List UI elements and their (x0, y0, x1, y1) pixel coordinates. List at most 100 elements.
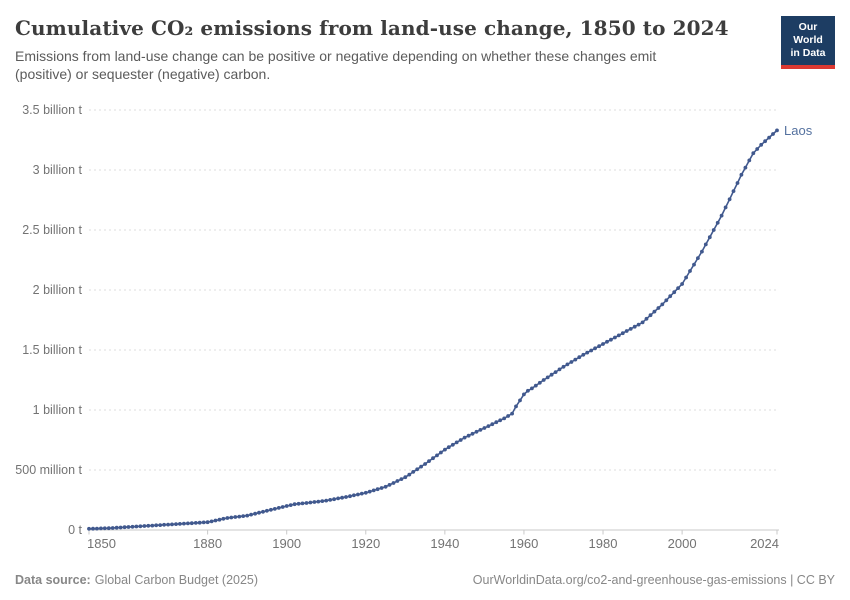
data-point (526, 388, 530, 393)
data-point (537, 380, 542, 385)
data-point (395, 479, 400, 483)
data-point (399, 477, 404, 481)
data-point (269, 507, 273, 512)
data-point (265, 508, 269, 513)
data-point (383, 484, 388, 489)
data-point (158, 523, 163, 527)
data-point (182, 521, 186, 526)
data-point (628, 327, 633, 331)
data-point (150, 523, 155, 528)
data-point (664, 298, 669, 303)
data-point (668, 294, 673, 299)
data-point (162, 522, 167, 527)
data-point (462, 435, 467, 440)
y-tick-label: 0 t (68, 523, 82, 537)
owid-logo[interactable]: Our World in Data (781, 16, 835, 70)
data-point (241, 514, 246, 518)
data-point (253, 511, 257, 516)
data-point (363, 490, 368, 495)
data-point (375, 487, 380, 492)
data-point (320, 499, 325, 503)
chart-title: Cumulative CO₂ emissions from land-use c… (15, 16, 729, 40)
data-point (174, 522, 178, 526)
x-tick-label: 2000 (668, 536, 697, 551)
data-point (379, 486, 384, 490)
data-point (545, 375, 550, 380)
data-point (352, 493, 356, 498)
data-point (680, 282, 684, 286)
x-tick-label: 1940 (430, 536, 459, 551)
y-axis-labels: 0 t 500 million t 1 billion t 1.5 billion t… (15, 103, 82, 537)
data-point (763, 139, 767, 144)
y-tick-label: 3.5 billion t (22, 103, 82, 117)
data-point (95, 526, 99, 531)
data-point (178, 522, 182, 526)
credit-link[interactable]: OurWorldinData.org/co2-and-greenhouse-ga… (472, 573, 835, 587)
data-point (557, 367, 562, 372)
series-end-label-laos[interactable]: Laos (784, 123, 813, 138)
data-point (296, 501, 301, 506)
data-point (280, 505, 285, 509)
data-point (332, 497, 336, 502)
data-point (308, 500, 313, 505)
data-point (118, 525, 123, 530)
data-point (510, 411, 514, 416)
data-point (692, 262, 696, 267)
data-point (458, 438, 463, 442)
data-point (747, 158, 752, 163)
data-point (99, 526, 103, 531)
data-point (700, 249, 704, 254)
data-point (727, 197, 732, 202)
y-tick-label: 2.5 billion t (22, 223, 82, 237)
data-point (569, 360, 574, 364)
data-point (387, 483, 392, 487)
data-point (498, 418, 503, 423)
data-point (348, 494, 352, 499)
data-point (759, 142, 764, 147)
x-tick-label: 1980 (589, 536, 618, 551)
data-point (561, 364, 566, 369)
data-point (482, 426, 487, 430)
data-point (146, 523, 151, 528)
data-point (367, 489, 372, 494)
chart-subtitle: Emissions from land-use change can be po… (15, 48, 657, 83)
data-point (703, 242, 708, 247)
data-point (170, 522, 174, 527)
data-point (407, 472, 412, 477)
series-line-laos[interactable] (87, 128, 779, 531)
data-source-value: Global Carbon Budget (2025) (94, 573, 259, 587)
data-point (91, 526, 95, 531)
data-point (272, 507, 277, 511)
data-point (549, 372, 554, 377)
data-point (593, 346, 597, 351)
y-tick-label: 500 million t (15, 463, 82, 477)
data-point (609, 337, 613, 342)
data-point (719, 213, 724, 218)
data-point (751, 151, 756, 156)
data-point (530, 386, 534, 391)
logo-line1: Our World (793, 21, 823, 47)
data-point (585, 350, 590, 355)
data-point (257, 510, 261, 515)
data-point (577, 355, 582, 360)
data-point (652, 309, 657, 314)
data-point (431, 456, 435, 461)
data-point (237, 514, 242, 519)
data-point (470, 431, 475, 436)
data-point (110, 526, 115, 530)
data-point (616, 333, 621, 338)
series-path[interactable] (88, 129, 778, 530)
data-point (688, 269, 692, 273)
data-point (221, 516, 226, 521)
data-point (233, 515, 238, 519)
data-point (292, 502, 297, 507)
data-point (245, 513, 250, 518)
data-point (541, 378, 546, 382)
data-point (684, 275, 688, 280)
data-point (336, 496, 340, 501)
series-data-points (87, 128, 779, 531)
data-point (427, 459, 431, 463)
data-point (229, 515, 234, 520)
chart-footer: Data source: Global Carbon Budget (2025) … (0, 573, 850, 587)
data-point (371, 488, 376, 493)
